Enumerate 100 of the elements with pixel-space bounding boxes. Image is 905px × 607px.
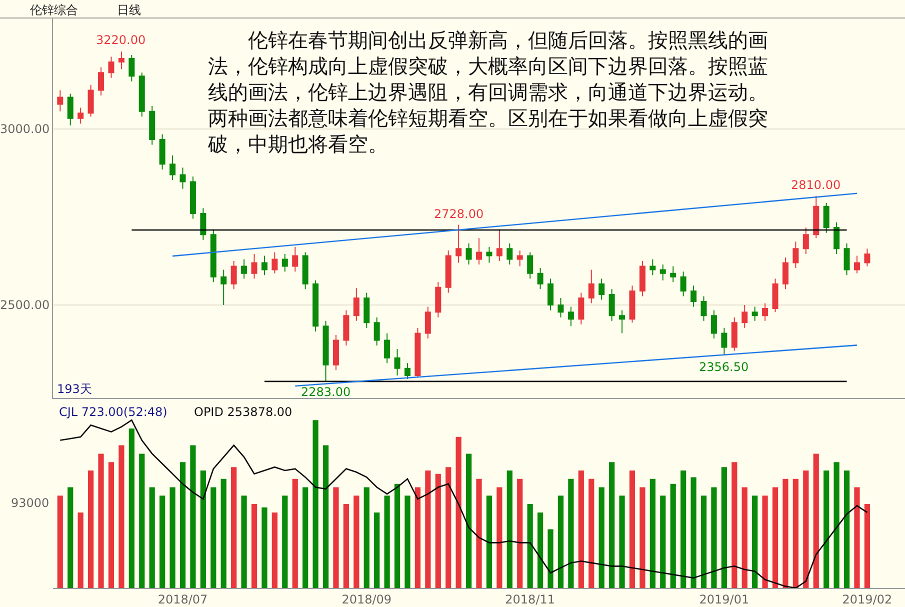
candlestick	[364, 292, 370, 328]
candlestick	[456, 224, 462, 264]
candlestick	[558, 297, 564, 318]
bar	[354, 496, 360, 588]
candlestick	[864, 248, 870, 267]
candlestick	[752, 306, 758, 322]
bar	[98, 454, 104, 588]
candlestick	[782, 256, 788, 290]
bar	[690, 477, 696, 588]
bar	[844, 470, 850, 588]
bar	[598, 487, 604, 588]
bar	[660, 496, 666, 588]
bar	[118, 445, 124, 588]
candlestick	[282, 253, 288, 272]
bar	[343, 504, 349, 588]
candlestick	[322, 320, 329, 382]
x-tick-label: 2018/11	[505, 592, 556, 606]
candlestick	[690, 285, 697, 308]
x-tick-label: 2019/02	[842, 592, 892, 606]
bar	[619, 496, 625, 588]
bar	[864, 504, 870, 588]
x-tick-label: 2018/09	[342, 592, 392, 606]
bar	[476, 478, 482, 588]
candlestick	[332, 334, 339, 371]
candlestick	[772, 278, 778, 313]
bar	[333, 487, 339, 588]
annotation: 2728.00	[434, 207, 484, 221]
candlestick	[834, 222, 840, 254]
candlestick	[404, 362, 410, 380]
bar	[721, 467, 727, 588]
bar	[486, 496, 492, 588]
bar	[762, 496, 768, 588]
candlestick	[721, 327, 728, 356]
candlestick	[710, 310, 717, 339]
candlestick	[660, 264, 666, 281]
bar	[517, 478, 523, 588]
candlestick	[149, 106, 156, 146]
bar	[700, 496, 707, 588]
x-tick-label: 2018/07	[158, 592, 208, 606]
bar	[384, 496, 390, 588]
annotation: 2283.00	[301, 385, 351, 399]
annotation: 2356.50	[699, 360, 749, 374]
y-tick-label: 3000.00	[0, 122, 50, 136]
bar	[404, 496, 410, 588]
annotation: 2810.00	[791, 178, 841, 192]
candlestick	[108, 56, 114, 78]
candlestick	[180, 167, 186, 190]
candlestick	[680, 271, 686, 297]
candlestick	[230, 260, 237, 290]
bar	[364, 487, 370, 588]
bar	[568, 478, 574, 588]
candlestick	[700, 296, 707, 322]
bar	[752, 496, 758, 588]
candlestick	[670, 266, 676, 283]
candlestick	[312, 280, 319, 332]
candlestick	[629, 285, 636, 324]
text: CJL 723.00(52:48)	[59, 405, 168, 419]
candlestick	[302, 252, 308, 290]
bar	[180, 462, 186, 588]
candlestick	[210, 228, 216, 283]
annotation: 伦锌在春节期间创出反弹新高，但随后回落。按照黑线的画法，伦锌构成向上虚假突破，大概率向区间下边界回落。按照蓝线的画法，伦锌上边界遇阻，有回调需求，向通道下边界运动。两种画法都意味着伦锌短期看空。区别在于如果看做向上虚假突破，中期也将看空。	[207, 28, 768, 156]
bar	[640, 487, 646, 588]
bar	[190, 445, 196, 588]
candlestick	[588, 269, 594, 304]
candlestick	[445, 250, 452, 294]
annotation: 193天	[57, 382, 92, 396]
x-tick-label: 2019/01	[699, 592, 750, 606]
bar	[149, 487, 155, 588]
bar	[732, 462, 738, 588]
candlestick	[466, 242, 472, 266]
candlestick	[639, 260, 646, 297]
bar	[231, 467, 237, 588]
bar	[506, 470, 512, 588]
candlestick	[67, 93, 74, 126]
candlestick	[241, 258, 248, 280]
candlestick	[128, 54, 135, 82]
candlestick	[608, 288, 615, 322]
candlestick	[57, 90, 64, 112]
text: OPID 253878.00	[194, 405, 292, 419]
bar	[792, 478, 798, 588]
y-tick-label: 2500.00	[0, 298, 50, 312]
candlestick	[78, 107, 84, 124]
candlestick	[343, 310, 350, 346]
bar	[834, 462, 840, 588]
candlestick	[813, 195, 820, 239]
bar	[170, 487, 176, 588]
bar	[272, 512, 278, 588]
candlestick	[261, 255, 268, 276]
bar	[282, 496, 288, 588]
bar	[68, 487, 74, 588]
bar	[160, 496, 166, 588]
candlestick	[435, 282, 442, 318]
bar	[425, 470, 431, 588]
bar	[251, 504, 258, 588]
candlestick	[292, 246, 298, 272]
candlestick	[578, 292, 584, 325]
bar	[772, 487, 778, 588]
bar	[241, 496, 247, 588]
candlestick	[414, 327, 421, 378]
bar	[588, 478, 594, 588]
